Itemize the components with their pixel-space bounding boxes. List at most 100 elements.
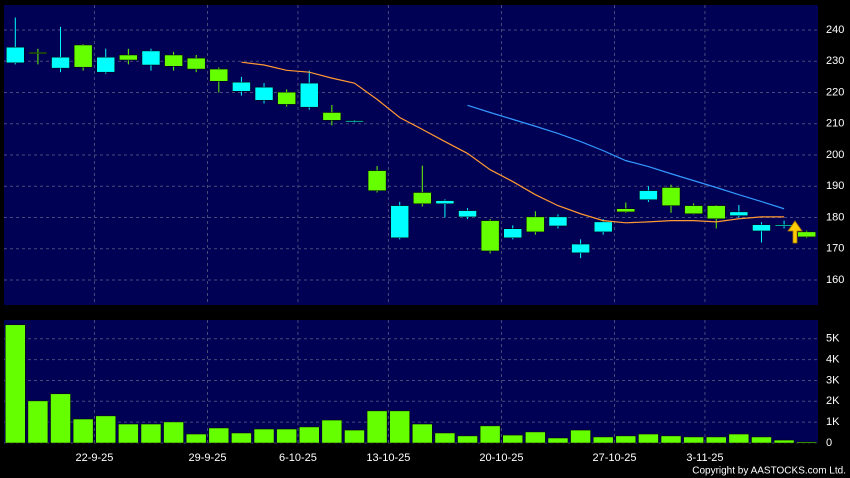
candle-body	[707, 205, 726, 219]
y-tick-label: 190	[826, 180, 844, 192]
volume-bar	[344, 429, 365, 444]
signal-arrow	[787, 220, 803, 244]
y-tick-label: 2K	[826, 395, 840, 407]
candle-body	[661, 187, 681, 206]
volume-bar	[638, 433, 659, 444]
volume-bar	[728, 433, 750, 444]
y-tick-label: 180	[826, 211, 844, 223]
candle-body	[300, 82, 319, 108]
volume-bar	[570, 429, 591, 444]
candle-body	[458, 210, 477, 218]
volume-bar	[592, 436, 614, 444]
candle-body	[209, 68, 229, 82]
plot-layer: 160 170 180 190 200 210 220 230 240 0 1K 2K 3K 4K 5K 22…	[4, 5, 844, 464]
volume-bar	[434, 432, 456, 444]
y-tick-label: 170	[826, 243, 844, 255]
x-tick-label: 27-10-25	[592, 452, 636, 464]
volume-bar	[412, 423, 433, 444]
y-tick-label: 3K	[826, 374, 840, 386]
volume-bar	[502, 434, 523, 444]
volume-bar	[796, 441, 817, 444]
candle-body	[435, 200, 455, 204]
candle-body	[254, 86, 274, 101]
y-tick-label: 160	[826, 274, 844, 286]
candle-body	[593, 221, 613, 233]
x-tick-label: 3-11-25	[686, 452, 723, 464]
candle-body	[390, 205, 409, 239]
volume-bar	[185, 433, 207, 444]
x-tick-label: 20-10-25	[479, 452, 523, 464]
y-tick-label: 200	[826, 149, 844, 161]
y-tick-label: 240	[826, 24, 844, 36]
candle-body	[797, 231, 816, 238]
volume-bar	[706, 436, 727, 444]
volume-bar	[50, 393, 71, 444]
volume-bar	[683, 436, 704, 444]
volume-bar	[525, 431, 546, 444]
volume-bar	[95, 415, 116, 444]
volume-bar	[208, 427, 230, 444]
candle-body	[73, 44, 93, 68]
candle-body	[503, 228, 522, 239]
volume-bar	[366, 410, 388, 444]
candle-body	[752, 224, 771, 232]
candle-body	[480, 220, 500, 252]
candle-body	[232, 81, 251, 92]
volume-bar	[72, 418, 94, 444]
candle-body	[186, 57, 206, 70]
candle-body	[119, 54, 138, 61]
volume-bar	[660, 435, 682, 444]
volume-bar	[27, 400, 49, 444]
volume-bar	[299, 426, 320, 444]
volume-bar	[547, 437, 569, 444]
candle-body	[548, 216, 568, 227]
volume-bar	[389, 410, 410, 444]
y-tick-label: 210	[826, 118, 844, 130]
candle-body	[277, 91, 296, 105]
candle-body	[96, 56, 115, 73]
volume-bar	[321, 419, 343, 444]
volume-bar	[457, 435, 478, 444]
volume-bar	[231, 432, 252, 444]
y-tick-label: 230	[826, 55, 844, 67]
x-tick-label: 22-9-25	[75, 452, 113, 464]
candle-body	[616, 208, 636, 213]
candle-body	[164, 54, 183, 67]
y-tick-label: 1K	[826, 416, 840, 428]
candle-body	[141, 50, 161, 66]
volume-bar	[479, 425, 501, 444]
volume-bar	[276, 428, 297, 444]
x-tick-label: 13-10-25	[366, 452, 410, 464]
copyright: Copyright by AASTOCKS.com Ltd.	[692, 466, 846, 477]
y-tick-label: 5K	[826, 333, 840, 345]
moving-average-line	[241, 61, 785, 224]
candle-body	[367, 170, 387, 191]
volume-bar	[118, 423, 139, 444]
volume-bar	[751, 436, 772, 444]
candle-body	[322, 112, 342, 121]
volume-bar	[615, 435, 637, 444]
candle-body	[774, 224, 794, 227]
candle-body	[51, 56, 70, 69]
y-tick-label: 0	[826, 437, 832, 449]
candle-body	[571, 243, 590, 254]
volume-bar	[5, 324, 26, 444]
volume-bar	[163, 421, 184, 444]
candle-body	[639, 190, 658, 200]
volume-bar	[140, 423, 162, 444]
candle-body	[526, 216, 545, 233]
volume-bar	[253, 428, 275, 444]
x-tick-label: 6-10-25	[279, 452, 317, 464]
candle-body	[345, 120, 364, 123]
candle-body	[28, 52, 48, 54]
y-tick-label: 4K	[826, 354, 840, 366]
moving-average-line	[467, 104, 785, 210]
y-tick-label: 220	[826, 86, 844, 98]
volume-bar	[773, 439, 795, 444]
candle-body	[413, 192, 432, 204]
candle-body	[684, 205, 703, 214]
x-tick-label: 29-9-25	[189, 452, 227, 464]
candle-body	[729, 211, 749, 216]
candle-body	[6, 46, 25, 64]
